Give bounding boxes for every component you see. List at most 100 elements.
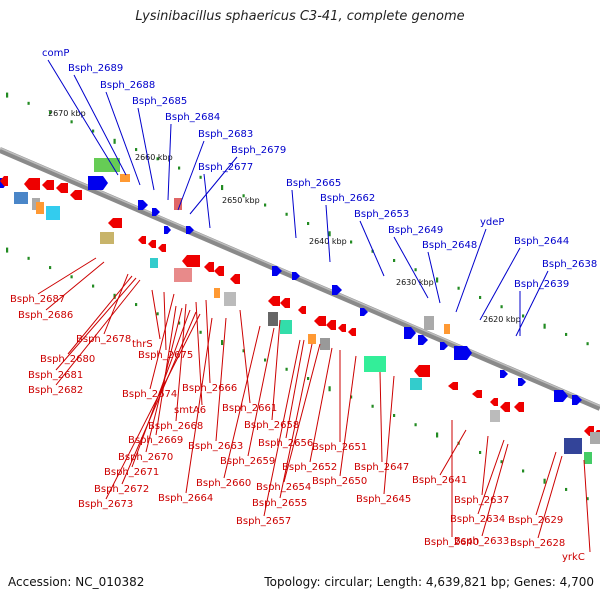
reverse-gene-label: smtA6 xyxy=(174,405,206,416)
gene-feature-block xyxy=(320,338,330,350)
scale-tick-outer xyxy=(565,332,568,336)
reverse-gene-arrow xyxy=(0,176,8,186)
forward-gene-arrow xyxy=(186,226,194,234)
reverse-gene-arrow xyxy=(514,402,524,412)
scale-label: 2630 kbp xyxy=(396,278,434,287)
forward-label-leader xyxy=(359,220,385,277)
scale-label: 2620 kbp xyxy=(483,315,521,324)
gene-feature-block xyxy=(94,158,120,172)
scale-label: 2640 kbp xyxy=(309,237,347,246)
forward-gene-arrow xyxy=(88,176,108,190)
reverse-gene-label: Bsph_2659 xyxy=(220,456,275,467)
scale-tick-outer xyxy=(393,258,396,262)
forward-label-leader xyxy=(203,173,211,229)
reverse-gene-label: Bsph_2661 xyxy=(222,403,277,414)
reverse-gene-arrow xyxy=(42,180,54,190)
scale-labels: 2670 kbp 2660 kbp 2650 kbp 2640 kbp 2630 kbp… xyxy=(48,109,521,324)
reverse-gene-label: Bsph_2673 xyxy=(78,499,133,510)
forward-gene-label: Bsph_2648 xyxy=(422,240,477,251)
reverse-label-leader xyxy=(583,459,591,553)
gene-feature-block xyxy=(150,258,158,268)
reverse-label-leader xyxy=(239,309,251,404)
reverse-label-leader xyxy=(283,343,321,483)
reverse-gene-arrow xyxy=(414,365,430,377)
reverse-label-leader xyxy=(263,339,301,517)
forward-gene-label: comP xyxy=(42,48,69,59)
reverse-gene-label: Bsph_2629 xyxy=(508,515,563,526)
reverse-gene-arrow xyxy=(298,306,306,314)
reverse-gene-arrow xyxy=(24,178,40,190)
reverse-gene-label: Bsph_2647 xyxy=(354,462,409,473)
forward-label-leader xyxy=(479,247,521,321)
forward-gene-arrow xyxy=(332,285,342,295)
reverse-gene-arrow xyxy=(214,266,224,276)
reverse-label-leader xyxy=(121,311,197,485)
reverse-gene-label: Bsph_2664 xyxy=(158,493,213,504)
scale-tick-outer xyxy=(543,323,546,329)
forward-gene-arrow xyxy=(454,346,472,360)
reverse-gene-label: Bsph_2628 xyxy=(510,538,565,549)
gene-feature-block xyxy=(120,174,130,182)
gene-feature-block xyxy=(564,438,582,454)
reverse-label-leader xyxy=(149,293,175,390)
forward-gene-arrow xyxy=(138,200,148,210)
scale-tick-inner xyxy=(436,432,439,438)
scale-tick-outer xyxy=(221,185,224,191)
scale-tick-inner xyxy=(393,413,396,417)
forward-label-leader xyxy=(137,107,155,191)
scale-tick-outer xyxy=(70,120,73,124)
scale-tick-outer xyxy=(49,111,52,115)
reverse-gene-label: Bsph_2651 xyxy=(312,442,367,453)
scale-tick-inner xyxy=(522,469,525,473)
scale-tick-inner xyxy=(92,284,95,288)
scale-tick-outer xyxy=(113,138,116,144)
reverse-gene-label: Bsph_2657 xyxy=(236,516,291,527)
reverse-label-leader xyxy=(383,375,395,495)
reverse-label-leader xyxy=(55,277,137,371)
reverse-gene-arrow xyxy=(158,244,166,252)
forward-gene-label: Bsph_2665 xyxy=(286,178,341,189)
forward-gene-label: Bsph_2685 xyxy=(132,96,187,107)
gene-feature-block xyxy=(584,452,592,464)
reverse-gene-label: Bsph_2686 xyxy=(18,310,73,321)
forward-label-leader xyxy=(105,91,141,186)
scale-tick-outer xyxy=(328,231,331,237)
reverse-gene-label: Bsph_2668 xyxy=(148,421,203,432)
reverse-label-leader xyxy=(215,317,227,442)
reverse-label-leader xyxy=(247,327,275,457)
reverse-label-leader xyxy=(439,429,467,476)
reverse-gene-arrow xyxy=(280,298,290,308)
forward-label-leader xyxy=(427,251,441,304)
reverse-gene-arrow xyxy=(326,320,336,330)
scale-tick-inner xyxy=(350,395,353,399)
reverse-label-leader xyxy=(205,299,211,384)
scale-tick-inner xyxy=(414,423,417,427)
scale-label: 2650 kbp xyxy=(222,196,260,205)
gene-feature-block xyxy=(14,192,28,204)
reverse-label-leader xyxy=(379,371,383,463)
reverse-gene-label: Bsph_2682 xyxy=(28,385,83,396)
scale-tick-inner xyxy=(307,377,310,381)
reverse-gene-label: thrS xyxy=(132,339,153,350)
forward-gene-arrow xyxy=(292,272,300,280)
reverse-label-leader xyxy=(285,339,305,439)
gene-feature-block xyxy=(100,232,114,244)
reverse-label-leader xyxy=(535,451,557,516)
reverse-gene-label: Bsph_2650 xyxy=(312,476,367,487)
scale-tick-inner xyxy=(6,247,9,253)
reverse-gene-arrow xyxy=(70,190,82,200)
gene-feature-block xyxy=(174,198,182,210)
forward-gene-label: Bsph_2683 xyxy=(198,129,253,140)
gene-feature-block xyxy=(268,312,278,326)
forward-gene-label: Bsph_2644 xyxy=(514,236,569,247)
reverse-gene-label: Bsph_2671 xyxy=(104,467,159,478)
forward-gene-arrow xyxy=(418,335,428,345)
forward-label-leader xyxy=(325,204,331,263)
reverse-gene-label: Bsph_2681 xyxy=(28,370,83,381)
scale-ticks xyxy=(6,92,589,501)
gene-feature-block xyxy=(444,324,450,334)
reverse-gene-arrow xyxy=(182,255,200,267)
scale-tick-outer xyxy=(6,92,9,98)
scale-tick-inner xyxy=(113,293,116,299)
